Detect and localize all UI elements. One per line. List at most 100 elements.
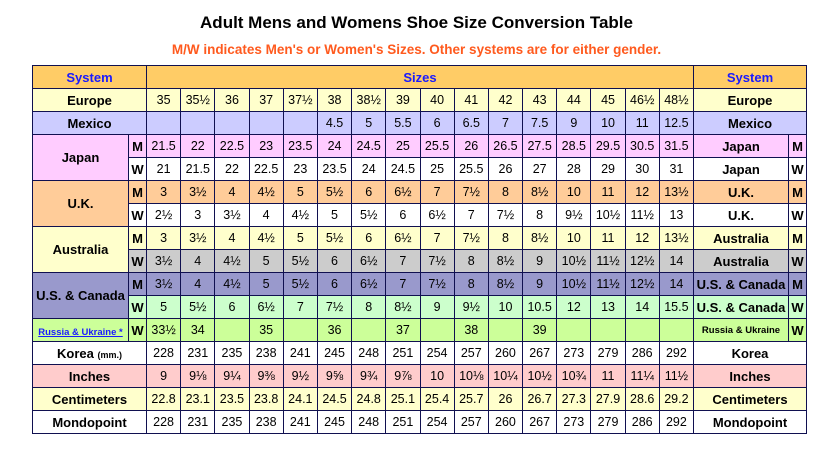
size-cell: 248 [351, 341, 387, 365]
size-cell: 8 [522, 203, 558, 227]
system-label: Europe [32, 88, 147, 112]
size-cell: 42 [487, 88, 524, 112]
size-cell: 10 [487, 295, 524, 319]
size-cell: 11 [590, 226, 626, 250]
system-label: Mondopoint [32, 410, 147, 434]
size-cell: 273 [556, 410, 592, 434]
size-cell: 25 [419, 157, 455, 181]
size-cell: 245 [316, 341, 353, 365]
size-cell: 5 [282, 180, 318, 204]
size-cell: 7 [385, 249, 421, 273]
size-cell: 12 [624, 226, 660, 250]
size-cell: 257 [453, 410, 489, 434]
size-cell: 7½ [419, 272, 455, 296]
system-label-right: U.K. [693, 180, 789, 204]
russia-ukraine-link[interactable]: Russia & Ukraine * [38, 326, 123, 338]
size-cell: 24.5 [385, 157, 421, 181]
size-cell: 24 [351, 157, 387, 181]
size-cell: 25.5 [419, 134, 455, 158]
size-cell: 267 [522, 341, 558, 365]
size-cell: 3½ [180, 226, 216, 250]
system-label: Centimeters [32, 387, 147, 411]
size-cell: 5.5 [385, 111, 421, 135]
size-cell [624, 318, 660, 342]
size-cell: 10½ [556, 249, 592, 273]
size-cell: 25.1 [385, 387, 421, 411]
gender-marker-right: M [788, 272, 807, 296]
size-cell: 5 [145, 295, 182, 319]
size-cell: 10½ [556, 272, 592, 296]
size-cell: 7½ [453, 226, 489, 250]
size-cell: 7 [385, 272, 421, 296]
size-cell: 4 [248, 203, 284, 227]
size-cell: 8½ [385, 295, 421, 319]
system-label-text: Centimeters [51, 391, 128, 407]
gender-marker-right: W [788, 157, 807, 181]
row-centimeters: Centimeters 22.8 23.1 23.5 23.8 24.1 24.5 24.8 2… [32, 387, 807, 411]
size-cell: 11 [590, 180, 626, 204]
size-cell: 5½ [282, 249, 318, 273]
size-cell: 23.5 [316, 157, 353, 181]
size-cell: 7 [487, 111, 524, 135]
row-russia-ukraine-w: Russia & Ukraine * W 33½ 34 35 36 37 38 39 Russia… [32, 318, 807, 342]
system-label-right: Japan [693, 134, 789, 158]
size-cell: 257 [453, 341, 489, 365]
system-label: U.K. [32, 180, 129, 227]
size-cell: 245 [316, 410, 353, 434]
row-australia-m: Australia M 3 3½ 4 4½ 5 5½ 6 6½ 7 7½ 8 8½ 10 11 12 13½ Aus… [32, 226, 807, 273]
size-cell: 10¼ [487, 364, 524, 388]
size-cell: 22 [180, 134, 216, 158]
system-label-right: Inches [693, 364, 807, 388]
size-cell [145, 111, 182, 135]
size-cell: 235 [214, 410, 250, 434]
system-label[interactable]: Russia & Ukraine * [32, 318, 129, 342]
size-cell: 6 [316, 249, 353, 273]
size-cell: 25.7 [453, 387, 489, 411]
size-cell: 28.6 [624, 387, 660, 411]
header-row: System Sizes System [32, 65, 807, 89]
size-cell: 6½ [385, 180, 421, 204]
size-cell: 4½ [248, 226, 284, 250]
system-label: Inches [32, 364, 147, 388]
size-cell [658, 318, 695, 342]
size-cell: 35 [145, 88, 182, 112]
size-cell: 231 [180, 410, 216, 434]
size-cell: 6½ [248, 295, 284, 319]
size-cell: 48½ [658, 88, 695, 112]
size-cell: 228 [145, 410, 182, 434]
size-cell: 7½ [419, 249, 455, 273]
size-cell: 11 [590, 364, 626, 388]
gender-marker-right: W [788, 295, 807, 319]
size-cell: 8½ [487, 272, 524, 296]
size-cell [282, 111, 318, 135]
size-cell: 10½ [590, 203, 626, 227]
size-cell: 5 [316, 203, 353, 227]
size-cell: 7½ [316, 295, 353, 319]
size-cell: 25.5 [453, 157, 489, 181]
system-label-right: Mexico [693, 111, 807, 135]
size-cell: 7 [419, 180, 455, 204]
gender-marker-right: M [788, 180, 807, 204]
size-cell: 8½ [487, 249, 524, 273]
size-cell: 7.5 [522, 111, 558, 135]
size-cell: 23.8 [248, 387, 284, 411]
page-subtitle: M/W indicates Men's or Women's Sizes. Ot… [171, 42, 662, 57]
size-cell: 6½ [385, 226, 421, 250]
size-cell: 9⅞ [385, 364, 421, 388]
page-title: Adult Mens and Womens Shoe Size Conversi… [200, 13, 633, 32]
size-cell: 6 [316, 272, 353, 296]
size-cell: 28.5 [556, 134, 592, 158]
size-cell: 5 [351, 111, 387, 135]
size-cell: 24.5 [351, 134, 387, 158]
size-cell [487, 318, 524, 342]
size-cell: 41 [453, 88, 489, 112]
system-label-right: Korea [693, 341, 807, 365]
size-cell: 10.5 [522, 295, 558, 319]
size-cell: 279 [590, 341, 626, 365]
size-cell: 6½ [419, 203, 455, 227]
size-cell: 286 [624, 410, 660, 434]
size-cell [282, 318, 318, 342]
size-cell: 22 [214, 157, 250, 181]
gender-marker: M [128, 272, 147, 296]
system-label: Japan [32, 134, 129, 181]
